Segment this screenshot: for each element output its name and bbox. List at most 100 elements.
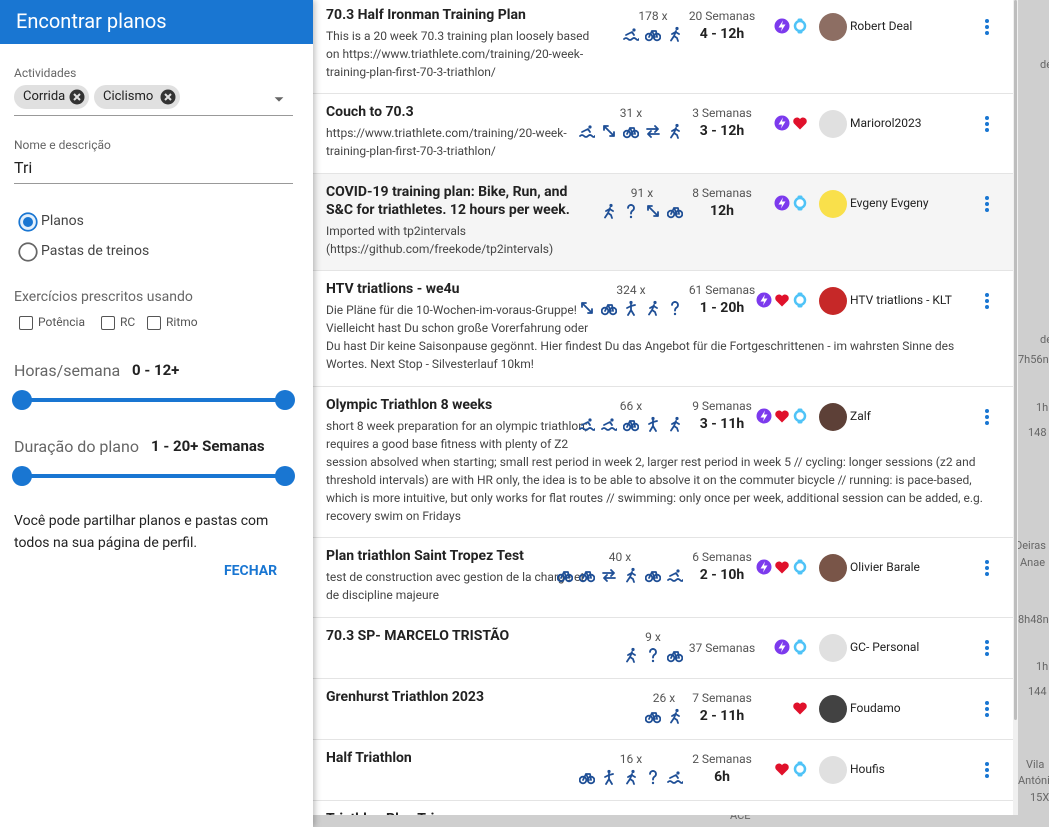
plan-badges (774, 761, 808, 777)
activity-chip[interactable]: Ciclismo (94, 85, 180, 109)
badge (756, 408, 772, 424)
more-menu[interactable] (985, 293, 989, 311)
checkbox-label[interactable]: RC (120, 315, 136, 329)
activity-icon (622, 123, 640, 139)
icon-part (775, 410, 789, 423)
checkbox[interactable] (19, 316, 33, 330)
plan-row[interactable]: 70.3 Half Ironman Training Plan This is a… (313, 0, 1013, 94)
more-menu[interactable] (985, 762, 989, 780)
plan-badges (774, 195, 808, 211)
author-avatar[interactable] (819, 403, 847, 431)
activity-chip[interactable]: Corrida (14, 85, 89, 109)
activity-icon (579, 300, 595, 316)
author-avatar[interactable] (819, 287, 847, 315)
icon-part (666, 653, 676, 663)
more-menu[interactable] (985, 196, 989, 214)
author-name[interactable]: GC- Personal (850, 640, 920, 654)
author-avatar[interactable] (819, 190, 847, 218)
slider-thumb[interactable] (12, 466, 32, 486)
activity-icon (578, 769, 596, 785)
close-button[interactable]: FECHAR (224, 563, 278, 579)
duration-weeks: 8 Semanas (692, 186, 752, 200)
icon-part (775, 410, 789, 423)
plan-title: Couch to 70.3 (326, 104, 414, 120)
plan-description: Imported with tp2intervals (https://gith… (326, 224, 554, 256)
radio-button[interactable] (18, 242, 38, 262)
dropdown-arrow (272, 91, 286, 105)
author-name[interactable]: Olivier Barale (850, 560, 920, 574)
author-avatar[interactable] (819, 756, 847, 784)
menu-dot (985, 762, 989, 766)
icon-part (631, 769, 635, 774)
icon-part (774, 639, 790, 655)
icon-part (579, 128, 596, 138)
plan-row[interactable]: Half Triathlon 16 x 2 Semanas 6h Houfis (313, 740, 1013, 801)
plan-row[interactable]: Triathlon Plan Tri (313, 801, 1013, 815)
plan-row[interactable]: 70.3 SP- MARCELO TRISTÃO 9 x 37 Semanas GC-… (313, 618, 1013, 679)
text-input-value[interactable]: Tri (14, 158, 33, 177)
author-name[interactable]: HTV triatlions - KLT (850, 293, 952, 307)
chip-label: Ciclismo (103, 89, 154, 104)
icon-part (793, 409, 807, 423)
slider-thumb[interactable] (275, 390, 295, 410)
author-avatar[interactable] (819, 695, 847, 723)
scrollbar-thumb[interactable] (1014, 0, 1017, 720)
author-name[interactable]: Foudamo (850, 701, 901, 715)
more-menu[interactable] (985, 640, 989, 658)
icon-part (626, 420, 636, 428)
icon-part (629, 215, 633, 219)
activity-icon (644, 26, 662, 42)
icon-part (676, 569, 680, 573)
activity-icons (601, 203, 684, 219)
plan-description: https://www.triathlete.com/training/20-w… (326, 126, 567, 158)
author-avatar[interactable] (819, 110, 847, 138)
plan-row[interactable]: Olympic Triathlon 8 weeks short 8 week pr… (313, 387, 1013, 538)
background-text: Anae (1020, 556, 1046, 569)
slider-thumb[interactable] (275, 466, 295, 486)
author-name[interactable]: Evgeny Evgeny (850, 196, 929, 210)
icon-part (666, 651, 684, 663)
author-name[interactable]: Robert Deal (850, 19, 913, 33)
checkbox[interactable] (147, 316, 161, 330)
more-menu[interactable] (985, 409, 989, 427)
icon-part (760, 294, 768, 306)
plan-row[interactable]: Plan triathlon Saint Tropez Test test de … (313, 538, 1013, 618)
radio-label[interactable]: Planos (41, 213, 84, 229)
duration-weeks: 2 Semanas (692, 752, 752, 766)
icon-part (793, 19, 807, 33)
more-menu[interactable] (985, 701, 989, 719)
icon-part (649, 770, 657, 785)
icon-part (622, 420, 640, 432)
more-menu[interactable] (985, 560, 989, 578)
more-menu[interactable] (985, 19, 989, 37)
checkbox-label[interactable]: Potência (38, 315, 85, 329)
author-avatar[interactable] (819, 554, 847, 582)
menu-dot (985, 774, 989, 778)
menu-dot (985, 572, 989, 576)
radio-label[interactable]: Pastas de treinos (41, 243, 150, 259)
author-name[interactable]: Houfis (850, 762, 885, 776)
icon-part (623, 31, 640, 41)
icon-part (775, 763, 789, 776)
icon-part (793, 559, 807, 575)
slider-thumb[interactable] (12, 390, 32, 410)
author-avatar[interactable] (819, 13, 847, 41)
author-avatar[interactable] (819, 634, 847, 662)
plan-row[interactable]: HTV triatlions - we4u Die Pläne für die 1… (313, 271, 1013, 387)
plan-row[interactable]: Grenhurst Triathlon 2023 26 x 7 Semanas 2 -… (313, 679, 1013, 740)
menu-dot (985, 409, 989, 413)
menu-dot (985, 707, 989, 711)
author-name[interactable]: Mariorol2023 (850, 116, 922, 130)
icon-part (667, 774, 684, 784)
author-name[interactable]: Zalf (850, 409, 871, 423)
icon-part (647, 205, 659, 217)
radio-button[interactable] (18, 212, 38, 232)
checkbox[interactable] (101, 316, 115, 330)
scrollbar[interactable] (1013, 0, 1018, 815)
icon-part (18, 242, 38, 262)
icon-part (604, 203, 614, 219)
plan-row[interactable]: COVID-19 training plan: Bike, Run, and S… (313, 174, 1013, 271)
plan-row[interactable]: Couch to 70.3 https://www.triathlete.com/… (313, 94, 1013, 174)
more-menu[interactable] (985, 116, 989, 134)
checkbox-label[interactable]: Ritmo (166, 315, 198, 329)
